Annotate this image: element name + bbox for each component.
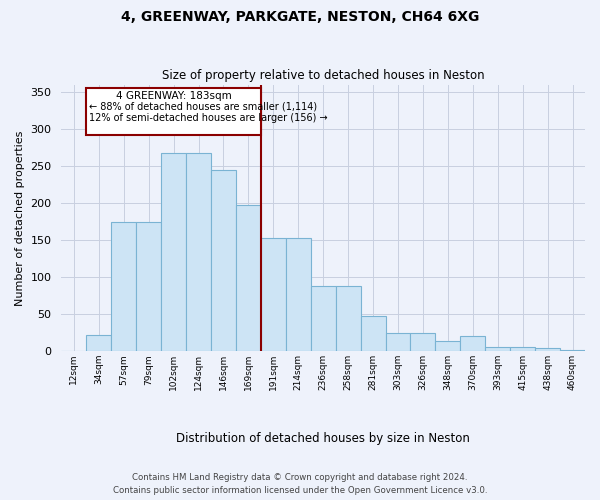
FancyBboxPatch shape [86,88,261,135]
X-axis label: Distribution of detached houses by size in Neston: Distribution of detached houses by size … [176,432,470,445]
Bar [211,170,236,351]
Text: 4 GREENWAY: 183sqm: 4 GREENWAY: 183sqm [116,91,232,101]
Bar [335,286,361,351]
Bar [261,238,286,351]
Bar [436,341,460,351]
Bar [236,204,261,351]
Bar [410,332,436,351]
Bar [386,332,410,351]
Bar [286,238,311,351]
Bar [485,346,510,351]
Bar [460,336,485,351]
Text: 4, GREENWAY, PARKGATE, NESTON, CH64 6XG: 4, GREENWAY, PARKGATE, NESTON, CH64 6XG [121,10,479,24]
Y-axis label: Number of detached properties: Number of detached properties [15,130,25,306]
Text: ← 88% of detached houses are smaller (1,114): ← 88% of detached houses are smaller (1,… [89,102,317,112]
Bar [136,222,161,351]
Bar [560,350,585,351]
Bar [535,348,560,351]
Title: Size of property relative to detached houses in Neston: Size of property relative to detached ho… [162,69,485,82]
Bar [361,316,386,351]
Text: 12% of semi-detached houses are larger (156) →: 12% of semi-detached houses are larger (… [89,114,328,124]
Bar [111,222,136,351]
Bar [161,152,186,351]
Bar [86,335,111,351]
Bar [311,286,335,351]
Text: Contains HM Land Registry data © Crown copyright and database right 2024.
Contai: Contains HM Land Registry data © Crown c… [113,474,487,495]
Bar [510,346,535,351]
Bar [186,152,211,351]
